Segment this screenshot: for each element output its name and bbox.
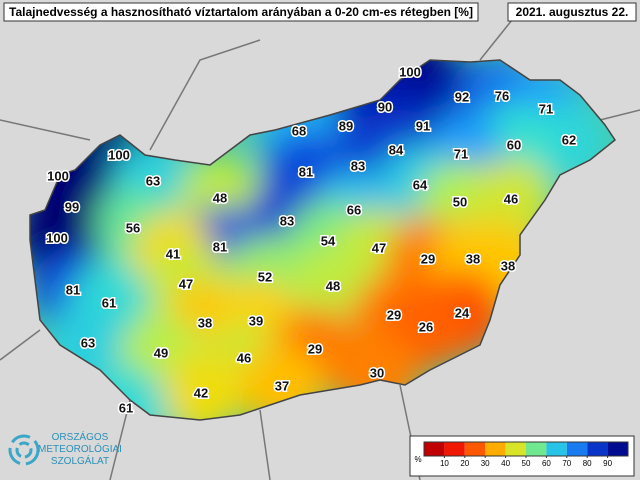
color-step xyxy=(444,442,465,456)
station-value: 38 xyxy=(466,251,480,266)
station-value: 29 xyxy=(387,307,401,322)
station-value: 48 xyxy=(213,190,227,205)
station-value: 37 xyxy=(275,378,289,393)
station-value: 91 xyxy=(416,118,430,133)
station-value: 84 xyxy=(389,142,404,157)
color-step xyxy=(464,442,486,456)
station-value: 76 xyxy=(495,88,509,103)
station-value: 89 xyxy=(339,118,353,133)
station-value: 29 xyxy=(308,341,322,356)
station-value: 47 xyxy=(179,276,193,291)
borders xyxy=(0,9,640,480)
station-value: 30 xyxy=(370,365,384,380)
station-value: 71 xyxy=(539,101,553,116)
logo-text: METEOROLÓGIAI xyxy=(38,442,122,455)
station-value: 71 xyxy=(454,146,468,161)
date-box xyxy=(507,2,637,22)
date: 2021. augusztus 22. xyxy=(516,5,629,19)
station-value: 81 xyxy=(213,239,227,254)
title: Talajnedvesség a hasznosítható víztartal… xyxy=(9,5,473,19)
station-value: 41 xyxy=(166,246,180,261)
legend-tick-label: 90 xyxy=(603,459,612,468)
station-value: 64 xyxy=(413,177,428,192)
station-value: 38 xyxy=(198,315,212,330)
title-box xyxy=(3,2,479,22)
legend-tick-label: 10 xyxy=(440,459,449,468)
station-value: 49 xyxy=(154,345,168,360)
logo-text: SZOLGÁLAT xyxy=(51,454,109,467)
station-value: 100 xyxy=(108,147,130,162)
station-value: 39 xyxy=(249,313,263,328)
color-step xyxy=(566,442,588,456)
legend-tick-label: 50 xyxy=(522,459,531,468)
logo-icon xyxy=(8,434,40,466)
labels: 100 92 76 71 90 89 91 68 62 60 71 84 83 81 100 100 63 64 4… xyxy=(45,63,578,417)
station-value: 38 xyxy=(501,258,515,273)
station-value: 66 xyxy=(347,202,361,217)
station-value: 24 xyxy=(455,305,470,320)
color-step xyxy=(587,442,608,456)
color-step xyxy=(546,442,567,456)
legend-tick-label: 40 xyxy=(501,459,510,468)
color-step xyxy=(424,442,445,456)
legend-tick-label: 70 xyxy=(562,459,571,468)
station-value: 50 xyxy=(453,194,467,209)
station-value: 47 xyxy=(372,240,386,255)
legend-tick-label: 80 xyxy=(583,459,592,468)
station-value: 60 xyxy=(507,137,521,152)
station-value: 99 xyxy=(65,199,79,214)
station-value: 62 xyxy=(562,132,576,147)
station-value: 81 xyxy=(299,164,313,179)
station-value: 26 xyxy=(419,319,433,334)
station-value: 48 xyxy=(326,278,340,293)
legend-unit: % xyxy=(414,455,421,464)
station-value: 63 xyxy=(81,335,95,350)
legend-tick-label: 60 xyxy=(542,459,551,468)
station-value: 52 xyxy=(258,269,272,284)
logo-icon-inner xyxy=(15,441,33,459)
logo-text: ORSZÁGOS xyxy=(52,430,109,443)
station-value: 61 xyxy=(102,295,116,310)
moisture-area xyxy=(159,352,243,420)
station-value: 56 xyxy=(126,220,140,235)
station-value: 63 xyxy=(146,173,160,188)
station-value: 61 xyxy=(119,400,133,415)
legend-tick-label: 30 xyxy=(481,459,490,468)
station-value: 100 xyxy=(399,64,421,79)
station-value: 42 xyxy=(194,385,208,400)
station-value: 81 xyxy=(66,282,80,297)
legend: % 10 20 30 40 50 60 70 80 90 xyxy=(414,441,629,468)
color-step xyxy=(526,442,547,456)
station-value: 92 xyxy=(455,89,469,104)
color-step xyxy=(485,442,506,456)
logo: ORSZÁGOS METEOROLÓGIAI SZOLGÁLAT xyxy=(8,430,122,467)
station-value: 68 xyxy=(292,123,306,138)
station-value: 46 xyxy=(237,350,251,365)
station-value: 100 xyxy=(47,168,69,183)
station-value: 83 xyxy=(280,213,294,228)
color-step xyxy=(607,442,628,456)
station-value: 100 xyxy=(46,230,68,245)
station-value: 29 xyxy=(421,251,435,266)
color-step xyxy=(505,442,526,456)
station-value: 83 xyxy=(351,158,365,173)
legend-tick-label: 20 xyxy=(460,459,469,468)
station-value: 90 xyxy=(378,99,392,114)
station-value: 54 xyxy=(321,233,336,248)
station-value: 46 xyxy=(504,191,518,206)
